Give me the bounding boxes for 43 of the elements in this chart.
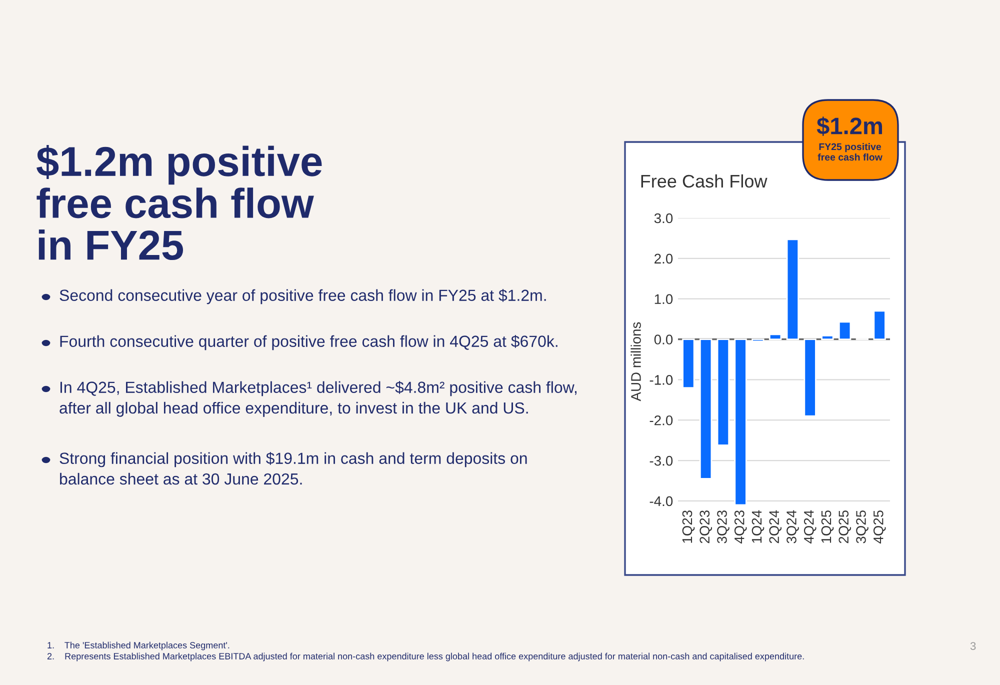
bar bbox=[682, 338, 695, 388]
x-tick-label: 3Q25 bbox=[856, 510, 868, 544]
x-tick-label: 4Q23 bbox=[734, 510, 747, 544]
y-tick-label: 3.0 bbox=[654, 213, 673, 224]
text: Second consecutive year of positive free cash flow in FY25 at $1.2m. bbox=[60, 289, 546, 304]
bar bbox=[804, 338, 816, 417]
x-tick-label: 3Q23 bbox=[717, 510, 730, 544]
bar bbox=[734, 338, 747, 505]
bar bbox=[768, 334, 782, 340]
text: $1.2m positive free cash flow in FY25 bbox=[36, 145, 322, 260]
x-tick-label: 4Q25 bbox=[873, 510, 886, 544]
text: 1. The 'Established Marketplaces Segment'. bbox=[48, 642, 230, 650]
y-tick-label: -2.0 bbox=[650, 415, 673, 426]
bar bbox=[716, 338, 730, 446]
x-tick-label: 4Q24 bbox=[804, 510, 816, 544]
text: Fourth consecutive quarter of positive free cash flow in 4Q25 at $670k. bbox=[60, 335, 558, 350]
text: 2. Represents Established Marketplaces EBITDA adjusted for material non-cash expenditure less global head office expenditure adjusted for material non-cash and capitalised expenditure. bbox=[47, 652, 804, 662]
y-tick-label: -4.0 bbox=[650, 496, 673, 506]
bar bbox=[873, 310, 886, 340]
bar bbox=[699, 338, 712, 480]
text: In 4Q25, Established Marketplaces¹ delivered ~$4.8m² positive cash flow, after all global head office expenditure, to invest in the UK and US. bbox=[60, 381, 576, 417]
chart-title: Free Cash Flow bbox=[641, 174, 768, 188]
y-tick-label: 2.0 bbox=[654, 254, 673, 264]
x-tick-label: 2Q24 bbox=[769, 510, 782, 544]
x-tick-label: 2Q25 bbox=[838, 510, 852, 544]
y-tick-label: -3.0 bbox=[650, 456, 673, 466]
text: $1.2m bbox=[816, 116, 882, 136]
y-tick-label: 0.0 bbox=[654, 334, 673, 344]
x-tick-label: 1Q24 bbox=[752, 510, 764, 543]
x-tick-label: 2Q23 bbox=[700, 510, 712, 544]
bar bbox=[752, 338, 764, 342]
y-tick-label: 1.0 bbox=[654, 294, 673, 304]
bar bbox=[786, 238, 800, 340]
x-tick-label: 1Q23 bbox=[682, 510, 695, 543]
y-axis-title: AUD millions bbox=[630, 322, 641, 402]
y-tick-label: -1.0 bbox=[650, 375, 673, 385]
x-tick-label: 1Q25 bbox=[821, 510, 834, 543]
bar bbox=[821, 334, 834, 340]
x-tick-label: 3Q24 bbox=[786, 510, 799, 544]
text: 3 bbox=[970, 642, 976, 650]
text: FY25 positive free cash flow bbox=[818, 143, 882, 161]
text: Strong financial position with $19.1m in cash and term deposits on balance sheet as at 30 June 2025. bbox=[60, 452, 527, 485]
bar bbox=[838, 321, 852, 340]
